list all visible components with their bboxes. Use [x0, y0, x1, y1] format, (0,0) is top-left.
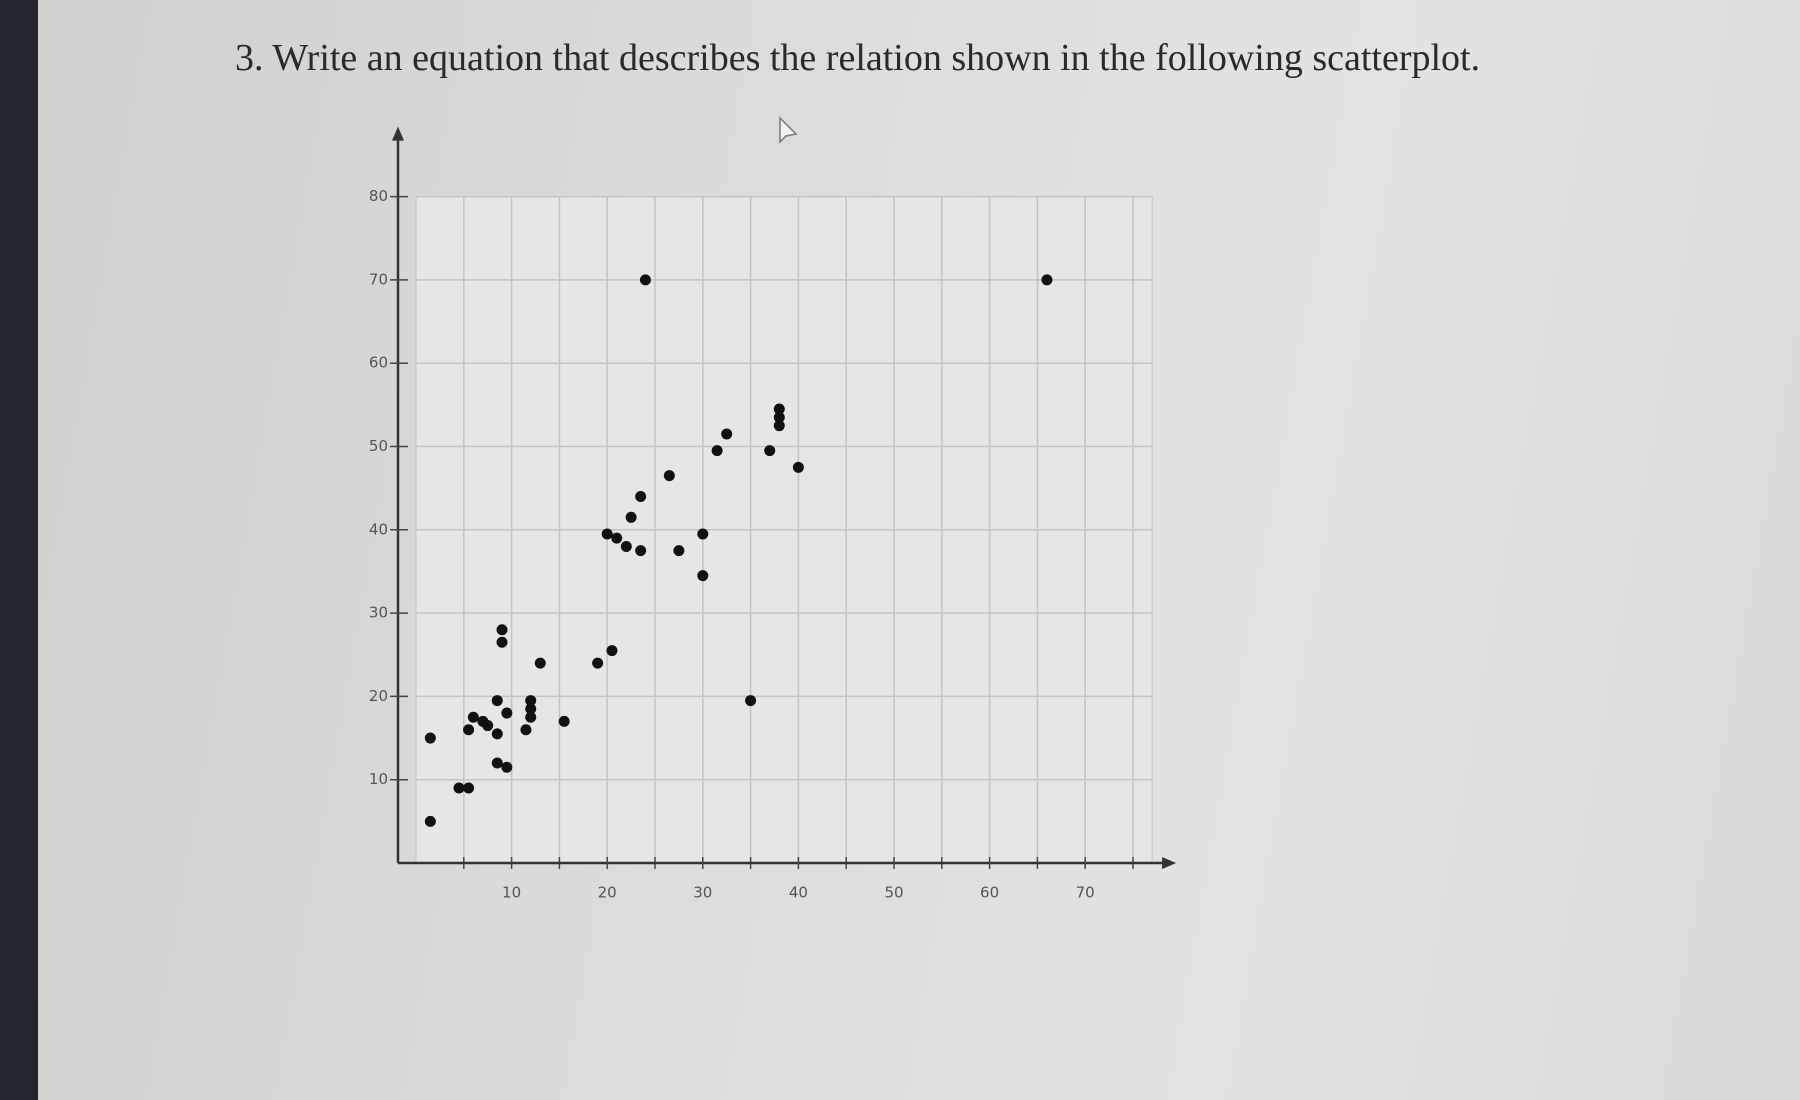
data-point — [491, 728, 503, 740]
x-axis-arrow — [1162, 857, 1177, 869]
data-point — [482, 720, 494, 732]
data-point — [424, 815, 436, 827]
question-title: 3. Write an equation that describes the … — [235, 37, 1480, 79]
x-tick-label: 40 — [789, 884, 808, 902]
x-tick-label: 70 — [1076, 884, 1095, 902]
data-point — [611, 532, 623, 544]
data-point — [463, 782, 475, 794]
x-tick-label: 10 — [502, 884, 521, 902]
data-point — [639, 274, 651, 286]
data-point — [606, 645, 618, 657]
data-point — [773, 411, 785, 423]
data-point — [558, 715, 570, 727]
x-tick-label: 30 — [693, 884, 712, 902]
data-point — [424, 732, 436, 744]
data-point — [745, 695, 757, 707]
data-point — [697, 570, 709, 582]
data-point — [673, 545, 685, 557]
data-point — [592, 657, 604, 669]
x-tick-label: 60 — [980, 884, 999, 902]
x-tick-label: 50 — [884, 884, 903, 902]
data-point — [496, 636, 508, 648]
data-point — [491, 757, 503, 769]
data-point — [453, 782, 465, 794]
data-point — [792, 461, 804, 473]
data-point — [601, 528, 613, 540]
x-tick-label: 20 — [598, 884, 617, 902]
data-point — [463, 724, 475, 736]
data-point — [697, 528, 709, 540]
data-point — [773, 403, 785, 415]
data-point — [501, 761, 513, 773]
data-point — [491, 695, 503, 707]
data-point — [501, 707, 513, 719]
data-point — [721, 428, 733, 440]
data-point — [534, 657, 546, 669]
data-point — [773, 420, 785, 432]
y-tick-label: 60 — [369, 354, 388, 372]
data-point — [496, 624, 508, 636]
y-tick-label: 50 — [369, 437, 388, 455]
y-tick-label: 30 — [369, 604, 388, 622]
data-point — [663, 470, 675, 482]
data-point — [525, 695, 537, 707]
y-tick-label: 80 — [369, 187, 388, 205]
data-point — [625, 511, 637, 523]
y-axis-arrow — [392, 126, 404, 141]
data-point — [467, 711, 479, 723]
data-point — [635, 545, 647, 557]
data-point — [520, 724, 532, 736]
screen-edge — [0, 0, 38, 1100]
y-tick-label: 70 — [369, 270, 388, 288]
data-point — [711, 445, 723, 457]
data-point — [525, 703, 537, 715]
y-tick-label: 40 — [369, 520, 388, 538]
data-point — [620, 540, 632, 552]
data-point — [764, 445, 776, 457]
cursor — [779, 116, 798, 144]
y-tick-label: 20 — [369, 687, 388, 705]
data-point — [635, 490, 647, 502]
data-point — [1041, 274, 1053, 286]
y-tick-label: 10 — [369, 770, 388, 788]
data-point — [525, 711, 537, 723]
